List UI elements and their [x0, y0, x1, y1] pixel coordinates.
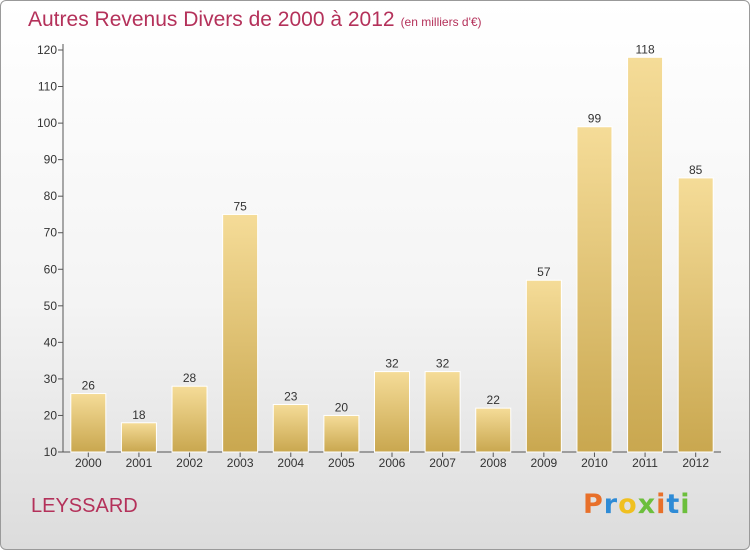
x-tick-label: 2005 — [328, 456, 355, 470]
bar — [677, 177, 714, 453]
bar — [576, 126, 613, 453]
logo-letter: r — [603, 489, 619, 520]
bar-value-label: 32 — [436, 357, 450, 371]
bar — [70, 393, 107, 453]
bar-value-label: 32 — [385, 357, 399, 371]
x-tick-label: 2001 — [126, 456, 153, 470]
logo-letter: o — [618, 489, 638, 520]
x-tick-label: 2009 — [530, 456, 557, 470]
logo-letter: x — [637, 489, 657, 520]
bar — [222, 213, 259, 453]
bar — [424, 371, 461, 453]
y-tick-label: 100 — [37, 116, 57, 130]
logo-letter: P — [583, 489, 604, 520]
bar-value-label: 85 — [689, 163, 703, 177]
y-tick-label: 10 — [44, 445, 58, 459]
commune-name: LEYSSARD — [31, 495, 138, 517]
x-tick-label: 2002 — [176, 456, 203, 470]
bar — [171, 385, 208, 453]
bar — [272, 403, 309, 453]
bar-value-label: 28 — [183, 371, 197, 385]
logo-letter: i — [656, 489, 667, 520]
chart-title-text: Autres Revenus Divers de 2000 à 2012 — [28, 8, 395, 31]
x-tick-label: 2011 — [632, 456, 658, 470]
logo-letter: i — [680, 489, 691, 520]
x-tick-label: 2004 — [277, 456, 304, 470]
y-tick-label: 40 — [44, 335, 58, 349]
x-tick-label: 2003 — [227, 456, 254, 470]
y-tick-label: 60 — [44, 262, 58, 276]
logo-letter: t — [666, 489, 681, 520]
bar — [323, 414, 360, 453]
x-tick-label: 2000 — [75, 456, 102, 470]
bar — [120, 422, 157, 453]
bar — [374, 371, 410, 453]
chart-subtitle: (en milliers d'€) — [400, 15, 482, 29]
chart-data-labels: 26 18 28 75 23 20 32 32 22 57 99 118 85 — [82, 42, 703, 421]
bar-value-label: 75 — [233, 199, 247, 213]
x-tick-label: 2010 — [581, 456, 608, 470]
bar-value-label: 23 — [284, 389, 298, 403]
x-tick-label: 2008 — [480, 456, 507, 470]
y-tick-label: 70 — [44, 226, 58, 240]
x-tick-label: 2012 — [682, 456, 709, 470]
chart-bars — [70, 56, 714, 453]
bar-value-label: 26 — [82, 379, 96, 393]
bar-value-label: 18 — [132, 408, 146, 422]
y-tick-label: 30 — [44, 372, 58, 386]
y-tick-label: 90 — [44, 153, 58, 167]
bar-value-label: 57 — [537, 265, 551, 279]
bar — [525, 279, 562, 453]
bar — [627, 56, 664, 453]
y-tick-label: 80 — [44, 189, 58, 203]
y-tick-label: 120 — [37, 43, 57, 57]
bar-value-label: 22 — [487, 393, 501, 407]
bar-value-label: 20 — [335, 400, 349, 414]
y-tick-label: 50 — [44, 299, 58, 313]
bar-value-label: 99 — [588, 112, 602, 126]
y-tick-label: 20 — [44, 408, 58, 422]
bar — [475, 407, 512, 453]
x-tick-label: 2007 — [429, 456, 456, 470]
bar-value-label: 118 — [636, 42, 655, 56]
y-tick-label: 110 — [38, 80, 57, 94]
proxiti-logo[interactable]: Proxiti — [583, 489, 691, 520]
x-tick-label: 2006 — [379, 456, 406, 470]
chart-title: Autres Revenus Divers de 2000 à 2012 (en … — [28, 8, 482, 32]
